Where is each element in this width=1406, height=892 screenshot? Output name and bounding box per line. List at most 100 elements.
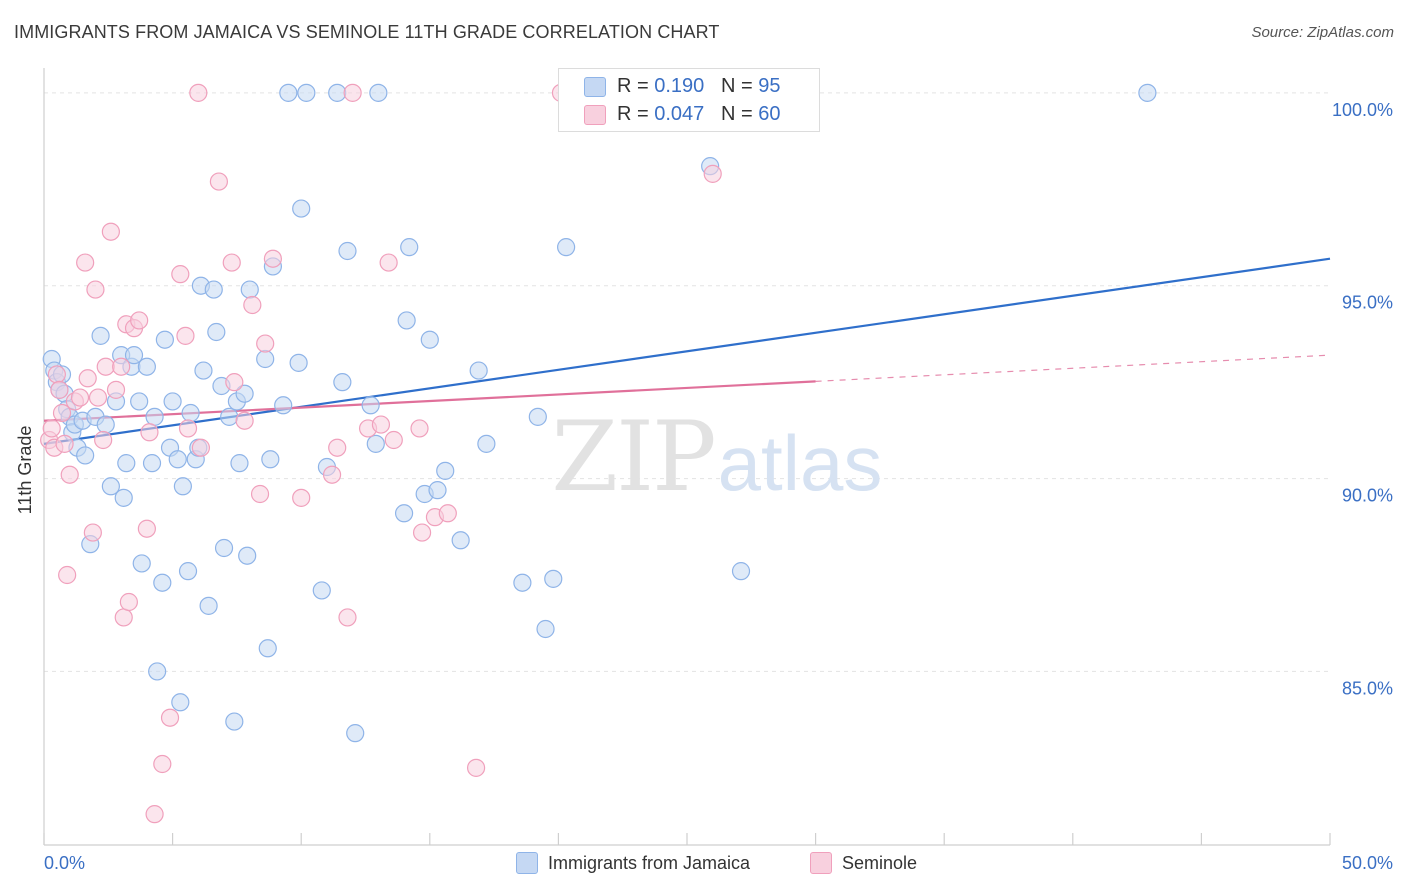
point-seminole xyxy=(145,805,164,824)
point-seminole xyxy=(189,83,208,102)
point-seminole xyxy=(292,488,311,507)
point-jamaica xyxy=(544,569,563,588)
data-points xyxy=(40,83,1157,824)
point-seminole xyxy=(70,388,90,407)
point-jamaica xyxy=(153,573,172,592)
bottom-legend-seminole: Seminole xyxy=(810,852,917,874)
legend-swatch-jamaica xyxy=(584,77,606,97)
point-jamaica xyxy=(163,392,182,411)
point-seminole xyxy=(222,253,241,272)
legend-r-value-jamaica: 0.190 xyxy=(654,74,705,97)
point-seminole xyxy=(243,295,262,315)
legend-n-label-seminole: N = xyxy=(720,102,753,125)
legend-n-value-jamaica: 95 xyxy=(758,74,781,97)
point-jamaica xyxy=(148,662,167,681)
y-tick-label-90: 90.0% xyxy=(1342,486,1393,506)
point-seminole xyxy=(322,465,342,484)
point-jamaica xyxy=(194,361,213,380)
bottom-legend-label-jamaica: Immigrants from Jamaica xyxy=(548,852,751,873)
point-jamaica xyxy=(225,712,244,731)
point-jamaica xyxy=(220,407,239,426)
point-seminole xyxy=(130,311,149,330)
point-seminole xyxy=(60,465,79,484)
point-seminole xyxy=(101,222,120,241)
point-seminole xyxy=(466,758,486,777)
point-seminole xyxy=(52,403,72,423)
point-seminole xyxy=(137,519,156,538)
legend-r-value-seminole: 0.047 xyxy=(654,102,705,125)
point-seminole xyxy=(55,434,74,453)
point-jamaica xyxy=(420,330,439,349)
point-jamaica xyxy=(207,322,226,342)
y-tick-label-95: 95.0% xyxy=(1342,293,1393,313)
watermark: ZIP atlas xyxy=(551,401,882,513)
legend-r-label-jamaica: R = xyxy=(617,74,649,97)
chart-source: Source: ZipAtlas.com xyxy=(1251,24,1394,41)
point-seminole xyxy=(160,708,180,727)
point-seminole xyxy=(343,83,362,102)
point-seminole xyxy=(78,369,97,388)
point-jamaica xyxy=(137,357,156,376)
point-jamaica xyxy=(400,238,419,257)
point-seminole xyxy=(703,164,722,183)
point-jamaica xyxy=(168,450,187,469)
point-jamaica xyxy=(1138,83,1157,102)
y-tick-label-85: 85.0% xyxy=(1342,678,1393,698)
watermark-zip: ZIP xyxy=(551,401,714,513)
point-jamaica xyxy=(536,619,555,639)
point-jamaica xyxy=(274,396,293,415)
point-jamaica xyxy=(256,349,275,369)
trend-lines xyxy=(43,257,1331,445)
point-jamaica xyxy=(173,477,192,496)
point-jamaica xyxy=(361,396,380,415)
point-jamaica xyxy=(96,415,115,434)
bottom-legend-label-seminole: Seminole xyxy=(842,852,918,873)
point-seminole xyxy=(58,565,77,585)
point-jamaica xyxy=(289,353,308,372)
point-jamaica xyxy=(204,280,223,299)
legend-row-seminole: R = 0.047 N = 60 xyxy=(584,101,780,127)
point-jamaica xyxy=(238,546,257,565)
point-seminole xyxy=(86,280,105,299)
point-seminole xyxy=(235,411,254,430)
point-seminole xyxy=(153,754,172,774)
legend-n-label-jamaica: N = xyxy=(720,74,753,97)
point-jamaica xyxy=(76,446,95,465)
point-jamaica xyxy=(91,326,110,345)
point-jamaica xyxy=(261,450,280,469)
point-seminole xyxy=(176,326,195,345)
point-seminole xyxy=(114,608,133,627)
point-jamaica xyxy=(312,581,331,600)
point-jamaica xyxy=(240,280,259,299)
point-jamaica xyxy=(101,477,120,496)
trend-line-jamaica xyxy=(43,257,1331,445)
point-jamaica xyxy=(469,361,488,380)
point-seminole xyxy=(94,430,113,450)
point-jamaica xyxy=(155,330,174,349)
point-jamaica xyxy=(130,392,149,411)
point-jamaica xyxy=(171,693,190,712)
point-seminole xyxy=(328,438,347,457)
point-jamaica xyxy=(292,199,311,218)
point-seminole xyxy=(191,438,210,457)
legend-row-jamaica: R = 0.190 N = 95 xyxy=(584,73,781,99)
point-seminole xyxy=(225,373,244,392)
point-seminole xyxy=(171,265,190,284)
point-seminole xyxy=(438,504,457,523)
point-seminole xyxy=(178,419,198,438)
point-jamaica xyxy=(338,241,357,261)
point-jamaica xyxy=(279,83,298,102)
point-jamaica xyxy=(513,573,532,592)
point-jamaica xyxy=(297,83,316,102)
point-jamaica xyxy=(428,481,447,500)
y-tick-label-100: 100.0% xyxy=(1332,100,1393,120)
axes: 100.0% 95.0% 90.0% 85.0% xyxy=(43,68,1393,846)
legend-swatch-seminole xyxy=(584,105,606,125)
point-jamaica xyxy=(178,562,198,581)
point-seminole xyxy=(256,334,275,353)
point-seminole xyxy=(338,608,357,627)
point-jamaica xyxy=(124,346,144,365)
point-seminole xyxy=(371,415,391,434)
point-seminole xyxy=(209,172,228,191)
